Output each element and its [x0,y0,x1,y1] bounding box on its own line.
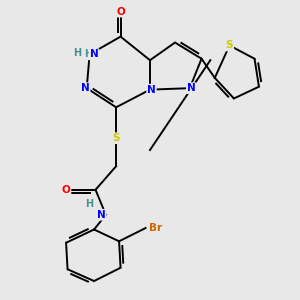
Text: O: O [116,7,125,16]
Text: N: N [90,49,98,59]
Text: N: N [81,83,90,93]
Text: S: S [112,133,120,143]
Text: S: S [226,40,233,50]
Text: O: O [62,185,70,195]
Text: Br: Br [148,223,162,233]
Text: N: N [187,83,196,93]
Text: N: N [147,85,156,94]
Text: H: H [84,49,92,59]
Text: H: H [73,48,81,58]
Text: N: N [97,210,106,220]
Text: H: H [85,200,94,209]
